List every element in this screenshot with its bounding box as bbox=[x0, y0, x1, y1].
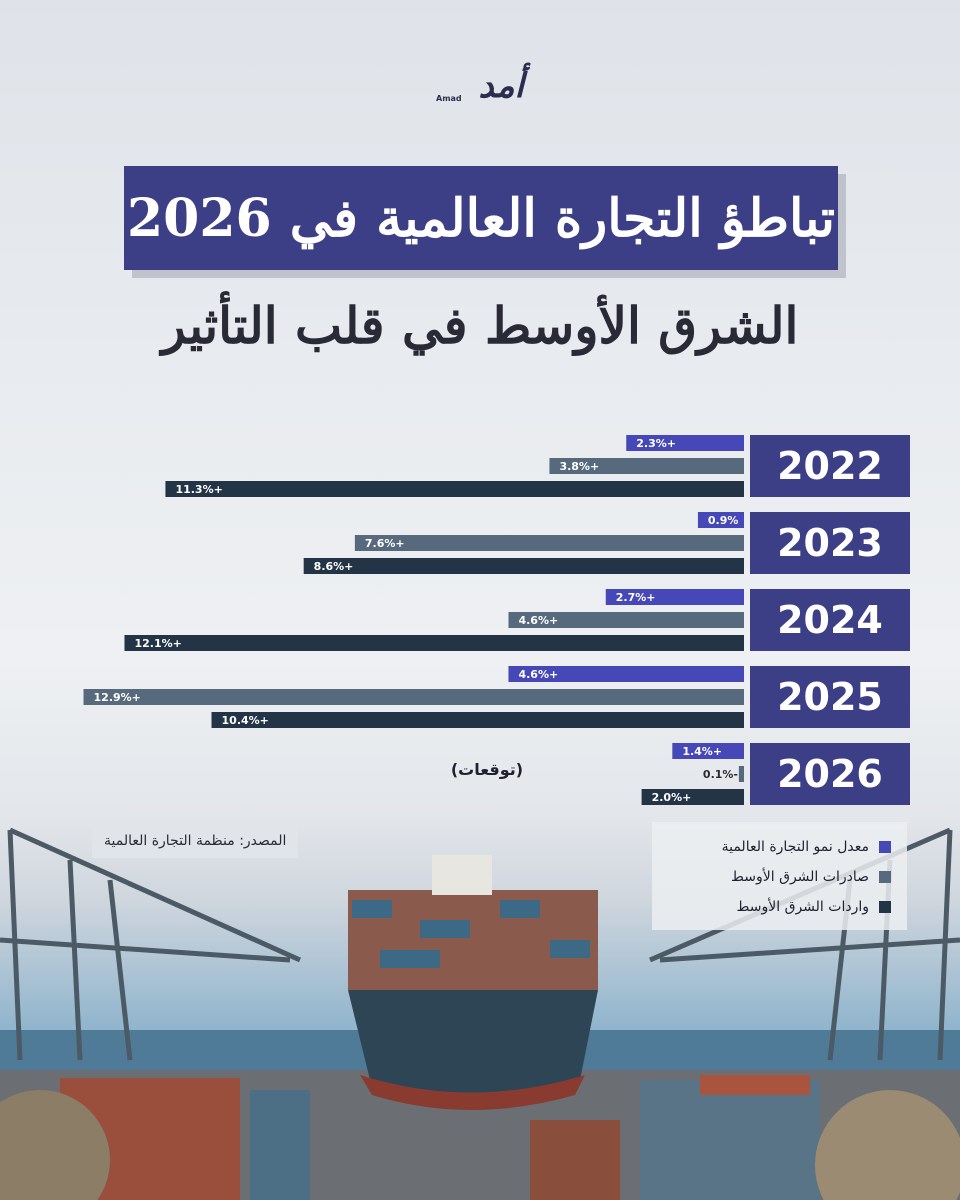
bar-label-2026-series-0: 1.4%+ bbox=[682, 745, 722, 758]
bar-label-2025-series-1: 12.9%+ bbox=[94, 691, 141, 704]
bar-label-2024-series-0: 2.7%+ bbox=[616, 591, 656, 604]
legend-item-me-exports: صادرات الشرق الأوسط bbox=[731, 866, 891, 888]
bar-label-2022-series-0: 2.3%+ bbox=[636, 437, 676, 450]
logo-wordmark: أمد bbox=[478, 66, 525, 106]
year-label-2022: 2022 bbox=[777, 444, 883, 488]
bar-2022-series-2 bbox=[165, 481, 744, 497]
legend-swatch-me-imports bbox=[879, 901, 891, 913]
chart-legend: معدل نمو التجارة العالمية صادرات الشرق ا… bbox=[652, 822, 907, 930]
chart-subtitle: الشرق الأوسط في قلب التأثير bbox=[161, 296, 799, 355]
bar-2026-series-2 bbox=[641, 789, 744, 805]
bar-2025-series-1 bbox=[83, 689, 744, 705]
legend-item-me-imports: واردات الشرق الأوسط bbox=[736, 896, 891, 918]
year-box-2026 bbox=[750, 743, 910, 805]
forecast-note: (توقعات) bbox=[450, 760, 524, 779]
bar-label-2025-series-2: 10.4%+ bbox=[222, 714, 269, 727]
legend-label-world-trade: معدل نمو التجارة العالمية bbox=[721, 839, 869, 855]
bar-label-2022-series-1: 3.8%+ bbox=[559, 460, 599, 473]
bar-label-2023-series-2: 8.6%+ bbox=[314, 560, 354, 573]
bar-2023-series-2 bbox=[303, 558, 744, 574]
bar-label-2024-series-1: 4.6%+ bbox=[518, 614, 558, 627]
legend-label-me-exports: صادرات الشرق الأوسط bbox=[730, 869, 869, 885]
bar-label-2024-series-2: 12.1%+ bbox=[134, 637, 181, 650]
bar-label-2022-series-2: 11.3%+ bbox=[175, 483, 222, 496]
bar-2022-series-1 bbox=[549, 458, 744, 474]
bar-2024-series-0 bbox=[605, 589, 744, 605]
year-label-2024: 2024 bbox=[777, 598, 883, 642]
bar-2024-series-1 bbox=[508, 612, 744, 628]
bar-2022-series-0 bbox=[626, 435, 744, 451]
amad-logo: أمد Amad bbox=[432, 66, 532, 110]
title-banner: تباطؤ التجارة العالمية في 2026 bbox=[124, 166, 838, 270]
year-label-2025: 2025 bbox=[777, 675, 883, 719]
bar-label-2023-series-0: 0.9% bbox=[708, 514, 739, 527]
bar-2025-series-0 bbox=[508, 666, 744, 682]
bar-label-2026-series-2: 2.0%+ bbox=[652, 791, 692, 804]
year-label-2026: 2026 bbox=[777, 752, 883, 796]
bar-2023-series-0 bbox=[697, 512, 744, 528]
bar-label-2026-series-1: 0.1%- bbox=[703, 768, 738, 781]
legend-label-me-imports: واردات الشرق الأوسط bbox=[736, 899, 869, 915]
bar-2023-series-1 bbox=[354, 535, 744, 551]
port-scene-illustration bbox=[0, 827, 960, 1200]
bar-2025-series-2 bbox=[211, 712, 744, 728]
bar-label-2023-series-1: 7.6%+ bbox=[365, 537, 405, 550]
bar-2026-series-1 bbox=[738, 766, 744, 782]
logo-subtext: Amad bbox=[436, 94, 462, 103]
year-label-2023: 2023 bbox=[777, 521, 883, 565]
source-note: المصدر: منظمة التجارة العالمية bbox=[92, 824, 299, 858]
legend-swatch-me-exports bbox=[879, 871, 891, 883]
legend-swatch-world-trade bbox=[879, 841, 891, 853]
year-box-2024 bbox=[750, 589, 910, 651]
bar-2026-series-0 bbox=[672, 743, 744, 759]
year-box-2025 bbox=[750, 666, 910, 728]
year-box-2022 bbox=[750, 435, 910, 497]
year-box-2023 bbox=[750, 512, 910, 574]
legend-item-world-trade: معدل نمو التجارة العالمية bbox=[722, 836, 891, 858]
bar-label-2025-series-0: 4.6%+ bbox=[518, 668, 558, 681]
bar-2024-series-2 bbox=[124, 635, 745, 651]
chart-title: تباطؤ التجارة العالمية في 2026 bbox=[126, 187, 836, 249]
